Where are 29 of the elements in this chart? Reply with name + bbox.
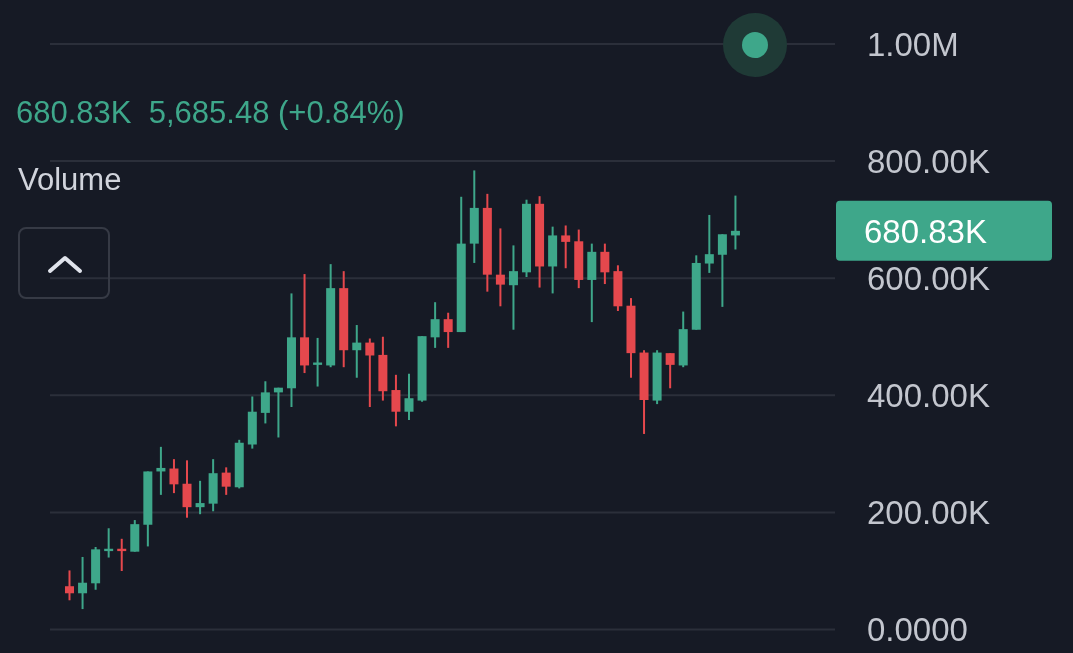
- text: 680.83K 5,685.48 (+0.84%): [16, 95, 405, 131]
- y-tick-label: 200.00K: [867, 494, 990, 532]
- candlestick: [221, 466, 231, 496]
- candlestick: [495, 227, 505, 308]
- y-tick-label: 0.0000: [867, 611, 968, 649]
- candlestick: [430, 301, 440, 349]
- candlestick: [508, 244, 518, 331]
- candlestick: [352, 324, 362, 379]
- candlestick: [561, 224, 571, 270]
- annotation: Volume: [18, 162, 122, 198]
- candlestick: [182, 459, 192, 519]
- candlestick: [717, 233, 727, 308]
- candlestick: [169, 458, 179, 495]
- y-tick-label: 800.00K: [867, 142, 990, 180]
- candlestick: [443, 311, 453, 349]
- candlestick: [600, 242, 610, 286]
- candlestick: [665, 352, 675, 390]
- candlestick: [65, 569, 74, 602]
- candlestick: [365, 337, 375, 409]
- y-tick-label: 600.00K: [867, 260, 990, 298]
- candlestick: [195, 479, 205, 516]
- text: 680.83K: [864, 212, 987, 250]
- y-tick-label: 1.00M: [867, 25, 959, 63]
- candlestick: [404, 372, 414, 421]
- y-tick-label: 400.00K: [867, 377, 990, 415]
- candlestick: [78, 555, 88, 611]
- candlestick: [704, 213, 714, 274]
- candlestick: [391, 373, 401, 428]
- candlestick: [260, 380, 270, 425]
